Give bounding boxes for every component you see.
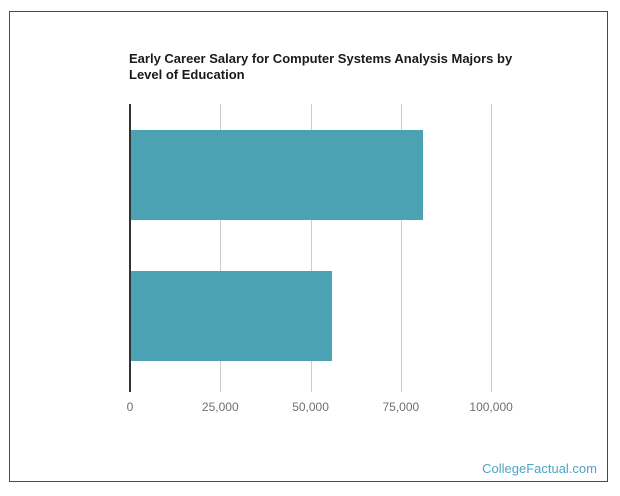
gridline bbox=[220, 104, 222, 392]
bar bbox=[130, 270, 333, 361]
x-tick-label: 100,000 bbox=[469, 400, 513, 414]
gridline bbox=[491, 104, 493, 392]
chart-title-line-2: Level of Education bbox=[129, 67, 245, 82]
plot-area: 0 25,000 50,000 75,000 100,000 bbox=[127, 104, 520, 414]
x-tick-label: 0 bbox=[126, 400, 134, 414]
x-tick-label: 25,000 bbox=[201, 400, 239, 414]
y-axis-line bbox=[129, 104, 131, 392]
chart-title-line-1: Early Career Salary for Computer Systems… bbox=[129, 51, 513, 66]
watermark-link[interactable]: CollegeFactual.com bbox=[482, 461, 597, 476]
bar bbox=[130, 129, 423, 220]
chart-card: Early Career Salary for Computer Systems… bbox=[9, 11, 608, 482]
gridline bbox=[310, 104, 312, 392]
gridline bbox=[400, 104, 402, 392]
chart-title: Early Career Salary for Computer Systems… bbox=[129, 51, 529, 83]
x-tick-label: 50,000 bbox=[292, 400, 329, 414]
x-tick-label: 75,000 bbox=[382, 400, 420, 414]
